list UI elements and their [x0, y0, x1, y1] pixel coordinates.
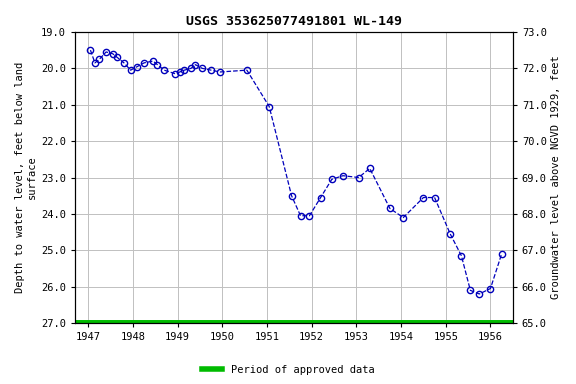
Y-axis label: Groundwater level above NGVD 1929, feet: Groundwater level above NGVD 1929, feet [551, 56, 561, 300]
Title: USGS 353625077491801 WL-149: USGS 353625077491801 WL-149 [186, 15, 402, 28]
Legend: Period of approved data: Period of approved data [198, 361, 378, 379]
Y-axis label: Depth to water level, feet below land
surface: Depth to water level, feet below land su… [15, 62, 37, 293]
